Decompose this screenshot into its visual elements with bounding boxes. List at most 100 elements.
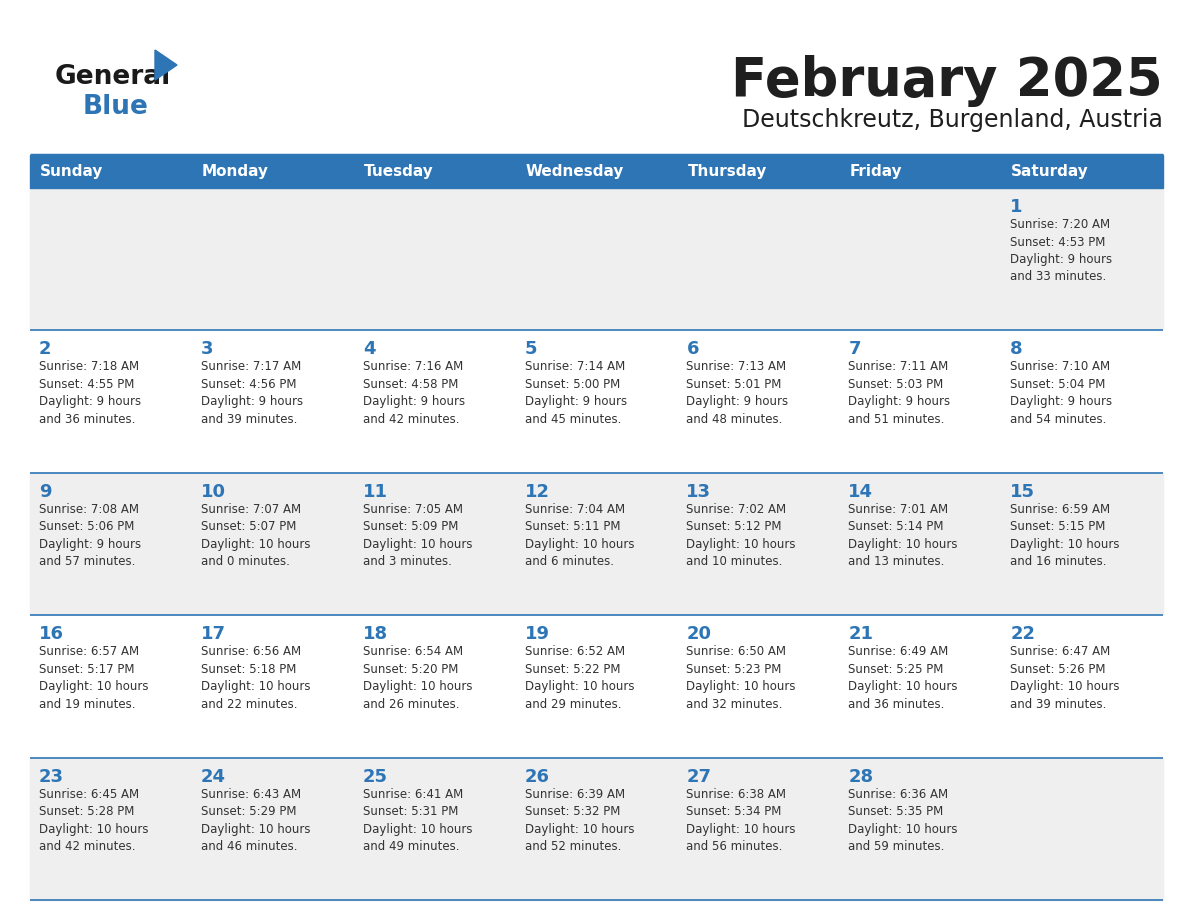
- Text: Sunset: 5:03 PM: Sunset: 5:03 PM: [848, 378, 943, 391]
- Text: and 22 minutes.: and 22 minutes.: [201, 698, 297, 711]
- Text: and 26 minutes.: and 26 minutes.: [362, 698, 460, 711]
- Text: Sunset: 5:12 PM: Sunset: 5:12 PM: [687, 521, 782, 533]
- Text: Daylight: 9 hours: Daylight: 9 hours: [525, 396, 627, 409]
- Text: Daylight: 9 hours: Daylight: 9 hours: [201, 396, 303, 409]
- Bar: [30, 473, 1163, 615]
- Text: Sunrise: 6:52 AM: Sunrise: 6:52 AM: [525, 645, 625, 658]
- Text: Sunrise: 7:07 AM: Sunrise: 7:07 AM: [201, 503, 301, 516]
- Text: Sunset: 5:34 PM: Sunset: 5:34 PM: [687, 805, 782, 818]
- Text: Sunset: 5:01 PM: Sunset: 5:01 PM: [687, 378, 782, 391]
- Text: and 57 minutes.: and 57 minutes.: [39, 555, 135, 568]
- Text: and 36 minutes.: and 36 minutes.: [39, 413, 135, 426]
- Text: and 3 minutes.: and 3 minutes.: [362, 555, 451, 568]
- Text: 16: 16: [39, 625, 64, 644]
- Text: Daylight: 10 hours: Daylight: 10 hours: [201, 538, 310, 551]
- Text: Sunrise: 6:39 AM: Sunrise: 6:39 AM: [525, 788, 625, 800]
- Text: Daylight: 10 hours: Daylight: 10 hours: [687, 538, 796, 551]
- Text: 24: 24: [201, 767, 226, 786]
- Text: and 49 minutes.: and 49 minutes.: [362, 840, 460, 853]
- Bar: [30, 188, 1163, 330]
- Text: Daylight: 10 hours: Daylight: 10 hours: [1010, 680, 1119, 693]
- Text: Daylight: 10 hours: Daylight: 10 hours: [362, 823, 472, 835]
- Text: Sunset: 5:28 PM: Sunset: 5:28 PM: [39, 805, 134, 818]
- Text: Daylight: 9 hours: Daylight: 9 hours: [687, 396, 789, 409]
- Text: Sunrise: 7:04 AM: Sunrise: 7:04 AM: [525, 503, 625, 516]
- Text: Sunset: 5:32 PM: Sunset: 5:32 PM: [525, 805, 620, 818]
- Text: 26: 26: [525, 767, 550, 786]
- Text: 13: 13: [687, 483, 712, 501]
- Text: Daylight: 9 hours: Daylight: 9 hours: [39, 396, 141, 409]
- Text: 8: 8: [1010, 341, 1023, 358]
- Text: Sunrise: 7:17 AM: Sunrise: 7:17 AM: [201, 361, 301, 374]
- Text: Sunset: 5:18 PM: Sunset: 5:18 PM: [201, 663, 296, 676]
- Text: and 16 minutes.: and 16 minutes.: [1010, 555, 1107, 568]
- Text: Daylight: 9 hours: Daylight: 9 hours: [1010, 253, 1112, 266]
- Text: Sunrise: 6:50 AM: Sunrise: 6:50 AM: [687, 645, 786, 658]
- Text: 12: 12: [525, 483, 550, 501]
- Bar: [30, 155, 1163, 188]
- Text: Sunset: 5:22 PM: Sunset: 5:22 PM: [525, 663, 620, 676]
- Text: and 42 minutes.: and 42 minutes.: [39, 840, 135, 853]
- Text: and 36 minutes.: and 36 minutes.: [848, 698, 944, 711]
- Text: and 19 minutes.: and 19 minutes.: [39, 698, 135, 711]
- Text: 25: 25: [362, 767, 387, 786]
- Text: Sunset: 4:55 PM: Sunset: 4:55 PM: [39, 378, 134, 391]
- Text: Daylight: 9 hours: Daylight: 9 hours: [39, 538, 141, 551]
- Text: 19: 19: [525, 625, 550, 644]
- Bar: [30, 757, 1163, 900]
- Text: Wednesday: Wednesday: [525, 164, 624, 179]
- Text: 2: 2: [39, 341, 51, 358]
- Text: Sunrise: 6:59 AM: Sunrise: 6:59 AM: [1010, 503, 1111, 516]
- Text: 23: 23: [39, 767, 64, 786]
- Text: Daylight: 10 hours: Daylight: 10 hours: [525, 538, 634, 551]
- Text: and 59 minutes.: and 59 minutes.: [848, 840, 944, 853]
- Text: Sunset: 5:15 PM: Sunset: 5:15 PM: [1010, 521, 1106, 533]
- Text: Sunrise: 6:45 AM: Sunrise: 6:45 AM: [39, 788, 139, 800]
- Text: Sunrise: 7:01 AM: Sunrise: 7:01 AM: [848, 503, 948, 516]
- Text: Sunrise: 7:11 AM: Sunrise: 7:11 AM: [848, 361, 948, 374]
- Text: Sunrise: 6:43 AM: Sunrise: 6:43 AM: [201, 788, 301, 800]
- Text: 20: 20: [687, 625, 712, 644]
- Text: Friday: Friday: [849, 164, 902, 179]
- Text: 7: 7: [848, 341, 861, 358]
- Bar: [30, 330, 1163, 473]
- Text: and 45 minutes.: and 45 minutes.: [525, 413, 621, 426]
- Text: 27: 27: [687, 767, 712, 786]
- Text: 15: 15: [1010, 483, 1035, 501]
- Text: Sunset: 5:20 PM: Sunset: 5:20 PM: [362, 663, 459, 676]
- Text: Sunset: 5:14 PM: Sunset: 5:14 PM: [848, 521, 943, 533]
- Text: Deutschkreutz, Burgenland, Austria: Deutschkreutz, Burgenland, Austria: [742, 108, 1163, 132]
- Text: Daylight: 10 hours: Daylight: 10 hours: [39, 680, 148, 693]
- Text: Tuesday: Tuesday: [364, 164, 434, 179]
- Text: 1: 1: [1010, 198, 1023, 216]
- Text: Sunset: 5:07 PM: Sunset: 5:07 PM: [201, 521, 296, 533]
- Text: Daylight: 10 hours: Daylight: 10 hours: [687, 823, 796, 835]
- Text: Sunset: 5:04 PM: Sunset: 5:04 PM: [1010, 378, 1106, 391]
- Text: Sunrise: 7:02 AM: Sunrise: 7:02 AM: [687, 503, 786, 516]
- Text: Daylight: 10 hours: Daylight: 10 hours: [687, 680, 796, 693]
- Text: Sunset: 4:56 PM: Sunset: 4:56 PM: [201, 378, 296, 391]
- Text: Daylight: 10 hours: Daylight: 10 hours: [525, 823, 634, 835]
- Text: Sunrise: 6:38 AM: Sunrise: 6:38 AM: [687, 788, 786, 800]
- Text: Sunset: 5:29 PM: Sunset: 5:29 PM: [201, 805, 296, 818]
- Text: Sunrise: 7:13 AM: Sunrise: 7:13 AM: [687, 361, 786, 374]
- Text: Sunday: Sunday: [40, 164, 103, 179]
- Text: 11: 11: [362, 483, 387, 501]
- Text: and 54 minutes.: and 54 minutes.: [1010, 413, 1106, 426]
- Text: General: General: [55, 64, 171, 90]
- Text: 6: 6: [687, 341, 699, 358]
- Text: Sunset: 5:17 PM: Sunset: 5:17 PM: [39, 663, 134, 676]
- Text: and 39 minutes.: and 39 minutes.: [1010, 698, 1106, 711]
- Text: Daylight: 10 hours: Daylight: 10 hours: [1010, 538, 1119, 551]
- Text: 4: 4: [362, 341, 375, 358]
- Text: 9: 9: [39, 483, 51, 501]
- Text: Sunrise: 6:56 AM: Sunrise: 6:56 AM: [201, 645, 301, 658]
- Text: Sunset: 5:11 PM: Sunset: 5:11 PM: [525, 521, 620, 533]
- Text: Daylight: 10 hours: Daylight: 10 hours: [201, 680, 310, 693]
- Text: and 0 minutes.: and 0 minutes.: [201, 555, 290, 568]
- Text: Sunset: 4:53 PM: Sunset: 4:53 PM: [1010, 236, 1106, 249]
- Text: Sunrise: 6:41 AM: Sunrise: 6:41 AM: [362, 788, 463, 800]
- Text: Saturday: Saturday: [1011, 164, 1089, 179]
- Text: Daylight: 10 hours: Daylight: 10 hours: [848, 823, 958, 835]
- Text: and 46 minutes.: and 46 minutes.: [201, 840, 297, 853]
